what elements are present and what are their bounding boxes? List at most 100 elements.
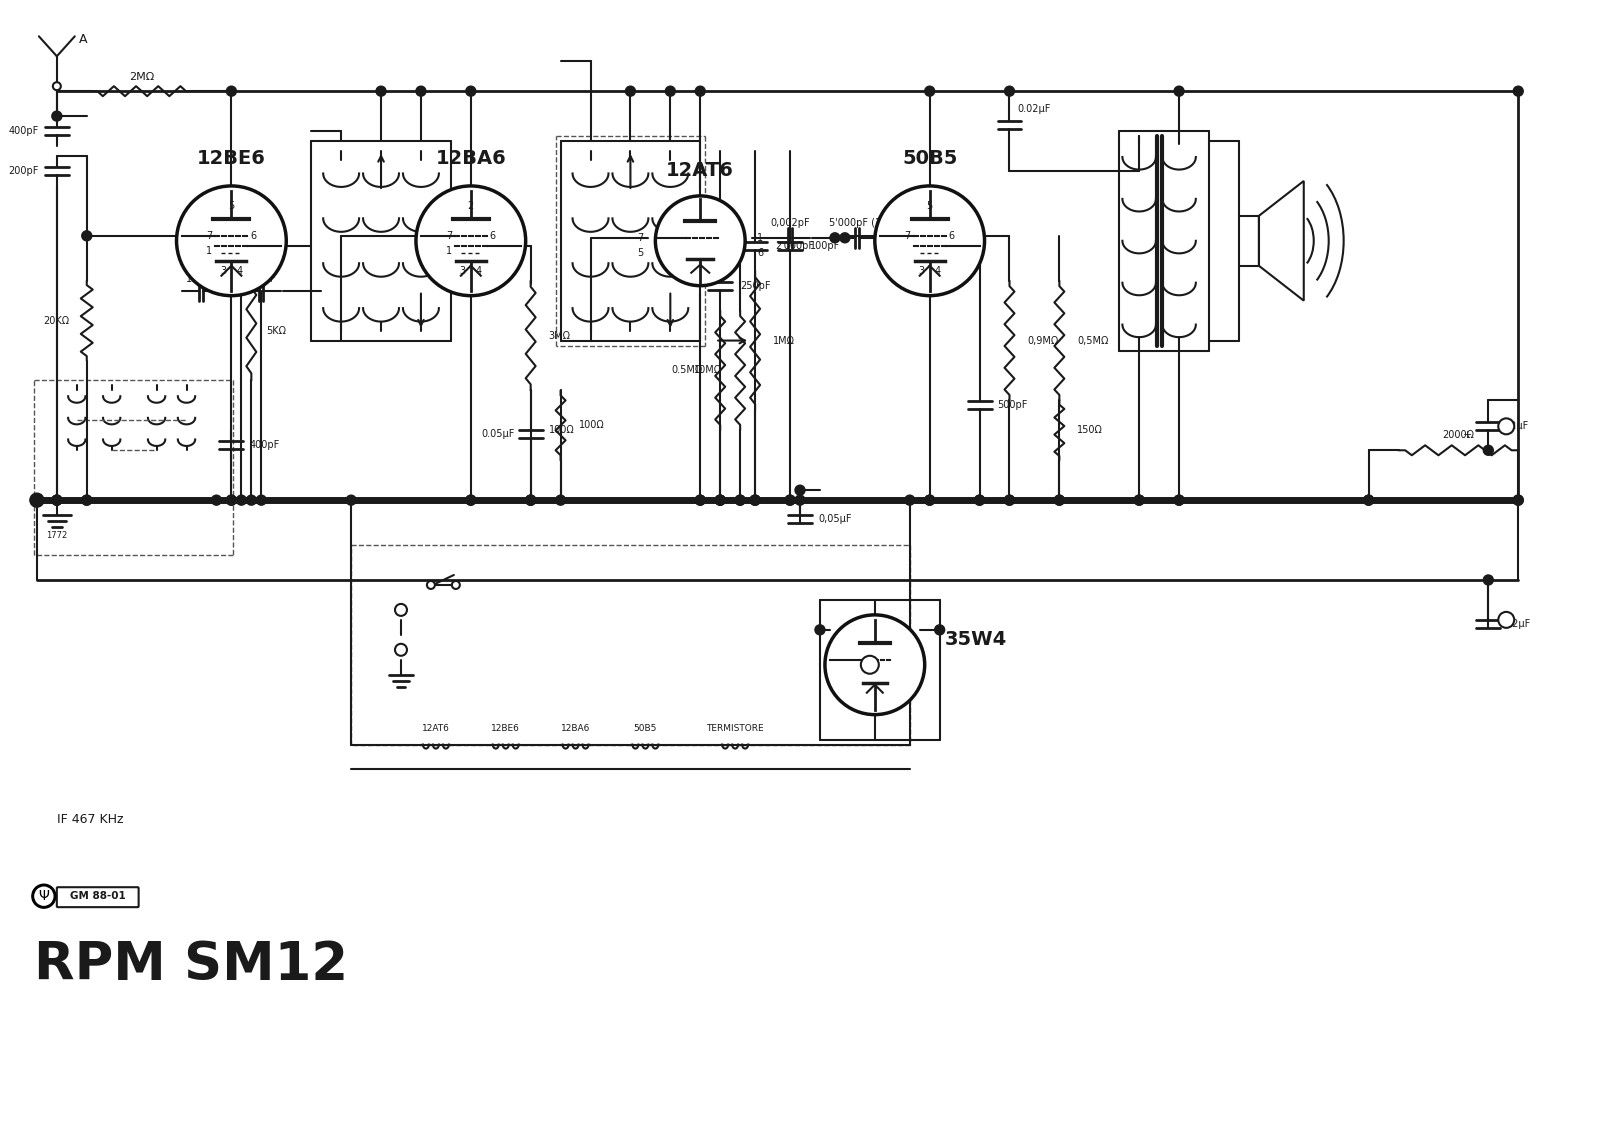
Text: 12AT6: 12AT6 — [666, 161, 734, 180]
Circle shape — [826, 615, 925, 715]
Text: 4: 4 — [714, 266, 720, 276]
Circle shape — [1134, 495, 1144, 506]
Circle shape — [176, 185, 286, 295]
Circle shape — [526, 495, 536, 506]
Text: 12BE6: 12BE6 — [197, 149, 266, 169]
Text: 100Ω: 100Ω — [549, 425, 574, 435]
Circle shape — [82, 495, 91, 506]
Circle shape — [395, 644, 406, 656]
Circle shape — [786, 495, 795, 506]
Text: 2: 2 — [851, 670, 858, 680]
Text: 3: 3 — [459, 266, 466, 276]
Circle shape — [237, 495, 246, 506]
Text: 7: 7 — [206, 231, 213, 241]
Circle shape — [1363, 495, 1373, 506]
Circle shape — [1498, 418, 1514, 434]
Circle shape — [1005, 495, 1014, 506]
Circle shape — [795, 495, 805, 506]
Text: 12BE6: 12BE6 — [491, 724, 520, 733]
Text: 200pF: 200pF — [8, 166, 38, 176]
Circle shape — [904, 495, 915, 506]
Circle shape — [656, 196, 746, 286]
Text: 1: 1 — [757, 233, 763, 243]
Text: 0.5MΩ: 0.5MΩ — [670, 365, 702, 375]
Circle shape — [1174, 495, 1184, 506]
Circle shape — [1498, 612, 1514, 628]
Circle shape — [1005, 495, 1014, 506]
Text: 4: 4 — [475, 266, 482, 276]
Circle shape — [925, 495, 934, 506]
Text: 35W4: 35W4 — [944, 630, 1006, 649]
Circle shape — [1054, 495, 1064, 506]
Text: +: + — [1462, 430, 1472, 440]
Circle shape — [750, 495, 760, 506]
Text: 250pF: 250pF — [741, 280, 771, 291]
Circle shape — [786, 495, 795, 506]
Circle shape — [974, 495, 984, 506]
Text: 400pF: 400pF — [8, 126, 38, 136]
Text: RPM SM12: RPM SM12 — [34, 939, 349, 991]
Circle shape — [840, 233, 850, 243]
Text: A: A — [78, 33, 88, 45]
Text: 2000Ω: 2000Ω — [1442, 430, 1474, 440]
Circle shape — [1483, 575, 1493, 585]
Circle shape — [1054, 495, 1064, 506]
Text: 4: 4 — [237, 266, 243, 276]
Text: 0,9MΩ: 0,9MΩ — [1027, 336, 1059, 346]
Circle shape — [1174, 86, 1184, 96]
Circle shape — [934, 624, 944, 634]
Text: 1: 1 — [206, 245, 213, 256]
Text: 3: 3 — [864, 690, 870, 700]
Circle shape — [715, 495, 725, 506]
Text: Ψ: Ψ — [38, 889, 50, 904]
Circle shape — [416, 86, 426, 96]
Circle shape — [51, 495, 62, 506]
Text: ~: ~ — [397, 605, 406, 615]
Circle shape — [666, 86, 675, 96]
Text: IF 467 KHz: IF 467 KHz — [58, 813, 123, 826]
Text: 1: 1 — [891, 655, 898, 665]
Circle shape — [974, 495, 984, 506]
Text: 32μF: 32μF — [1506, 619, 1531, 629]
Text: 3MΩ: 3MΩ — [549, 330, 571, 340]
Circle shape — [30, 493, 43, 507]
Circle shape — [376, 86, 386, 96]
FancyBboxPatch shape — [58, 887, 139, 907]
Text: 6: 6 — [872, 624, 878, 634]
Circle shape — [346, 495, 357, 506]
Text: 6: 6 — [757, 248, 763, 258]
Text: 6: 6 — [250, 231, 256, 241]
Circle shape — [1134, 495, 1144, 506]
Circle shape — [466, 495, 475, 506]
Text: 7: 7 — [446, 231, 451, 241]
Circle shape — [875, 185, 984, 295]
Circle shape — [1363, 495, 1373, 506]
Circle shape — [925, 495, 934, 506]
Text: 50B5: 50B5 — [902, 149, 957, 169]
Circle shape — [427, 581, 435, 589]
Circle shape — [466, 86, 475, 96]
Text: 7: 7 — [637, 233, 643, 243]
Circle shape — [1005, 86, 1014, 96]
Circle shape — [526, 495, 536, 506]
Text: 0.02μF: 0.02μF — [1018, 104, 1051, 114]
Text: 1MΩ: 1MΩ — [773, 336, 795, 346]
Text: 5KΩ: 5KΩ — [266, 326, 286, 336]
Text: 50B5: 50B5 — [634, 724, 658, 733]
Text: 5: 5 — [851, 655, 858, 665]
Circle shape — [211, 495, 221, 506]
Text: 2: 2 — [467, 201, 474, 210]
Circle shape — [51, 111, 62, 121]
Circle shape — [227, 495, 237, 506]
Circle shape — [51, 495, 62, 506]
Circle shape — [715, 495, 725, 506]
Text: 100pF: 100pF — [810, 241, 840, 251]
Text: 1772: 1772 — [46, 530, 67, 539]
Text: 5: 5 — [229, 201, 235, 210]
Circle shape — [256, 495, 266, 506]
Circle shape — [526, 495, 536, 506]
Circle shape — [830, 233, 840, 243]
Circle shape — [696, 495, 706, 506]
Text: 500pF: 500pF — [997, 400, 1027, 411]
Text: 1: 1 — [446, 245, 451, 256]
